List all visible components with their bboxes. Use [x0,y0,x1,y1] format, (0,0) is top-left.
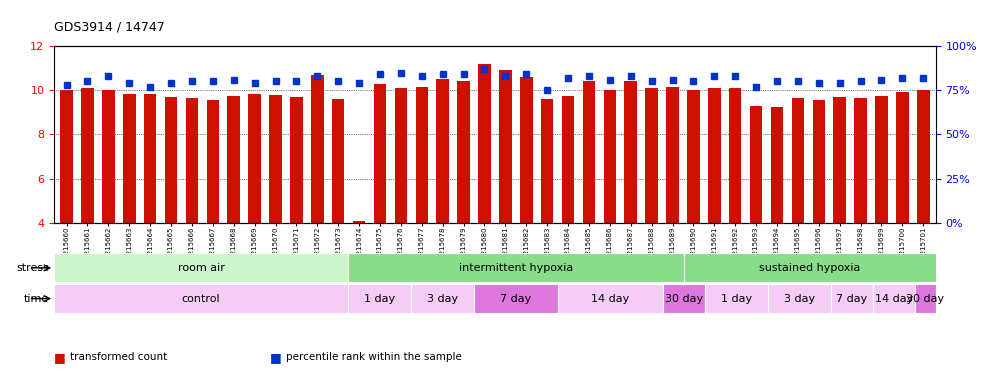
Text: GDS3914 / 14747: GDS3914 / 14747 [54,21,165,34]
Bar [499,70,512,223]
Bar [353,220,366,223]
Text: 1 day: 1 day [721,293,752,304]
Text: 14 day: 14 day [592,293,629,304]
Bar [227,96,240,223]
Bar [708,88,721,223]
Bar [604,90,616,223]
Text: percentile rank within the sample: percentile rank within the sample [286,352,462,362]
Text: 14 day: 14 day [875,293,913,304]
Bar [332,99,344,223]
Bar [411,284,474,313]
Text: stress: stress [17,263,49,273]
Bar [374,84,386,223]
Bar [687,90,700,223]
Text: time: time [24,293,49,304]
Bar [834,97,846,223]
Bar [165,97,177,223]
Text: 30 day: 30 day [665,293,703,304]
Bar [791,98,804,223]
Bar [394,88,407,223]
Bar [269,94,282,223]
Bar [416,87,428,223]
Bar [206,100,219,223]
Bar [54,284,348,313]
Bar [290,97,303,223]
Bar [915,284,936,313]
Bar [768,284,831,313]
Bar [311,75,323,223]
Bar [478,64,491,223]
Bar [729,88,741,223]
Bar [873,284,915,313]
Bar [541,99,553,223]
Text: room air: room air [178,263,224,273]
Text: 7 day: 7 day [500,293,532,304]
Text: ■: ■ [270,351,282,364]
Text: 3 day: 3 day [783,293,815,304]
Bar [474,284,558,313]
Bar [875,96,888,223]
Text: intermittent hypoxia: intermittent hypoxia [459,263,573,273]
Bar [249,94,260,223]
Bar [436,79,449,223]
Bar [896,93,908,223]
Text: 30 day: 30 day [906,293,945,304]
Bar [54,253,348,282]
Bar [583,81,596,223]
Bar [60,90,73,223]
Bar [102,90,115,223]
Bar [186,98,199,223]
Bar [750,106,763,223]
Bar [82,88,93,223]
Bar [558,284,663,313]
Text: 1 day: 1 day [364,293,395,304]
Text: 7 day: 7 day [837,293,867,304]
Text: transformed count: transformed count [70,352,167,362]
Bar [705,284,768,313]
Text: sustained hypoxia: sustained hypoxia [759,263,860,273]
Bar [917,90,930,223]
Bar [813,100,825,223]
Bar [854,98,867,223]
Bar [348,253,684,282]
Bar [624,81,637,223]
Text: ■: ■ [54,351,66,364]
Text: control: control [182,293,220,304]
Bar [348,284,411,313]
Bar [684,253,936,282]
Bar [457,81,470,223]
Bar [520,77,533,223]
Bar [831,284,873,313]
Bar [663,284,705,313]
Bar [562,96,574,223]
Bar [666,87,679,223]
Bar [123,94,136,223]
Bar [144,94,156,223]
Bar [646,88,658,223]
Bar [771,107,783,223]
Text: 3 day: 3 day [427,293,458,304]
